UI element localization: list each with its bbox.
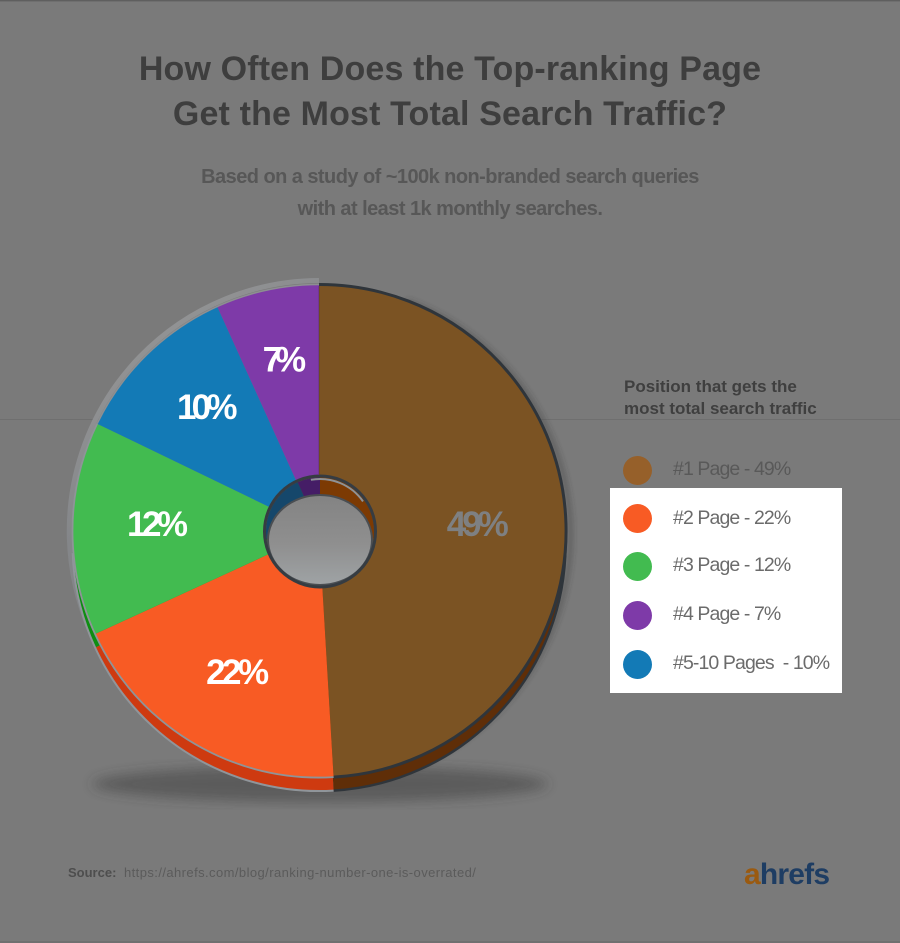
svg-text:49%: 49%: [447, 505, 509, 544]
svg-text:7%: 7%: [263, 341, 307, 380]
svg-text:10%: 10%: [177, 388, 238, 427]
svg-text:22%: 22%: [206, 653, 269, 692]
svg-text:12%: 12%: [127, 505, 188, 544]
